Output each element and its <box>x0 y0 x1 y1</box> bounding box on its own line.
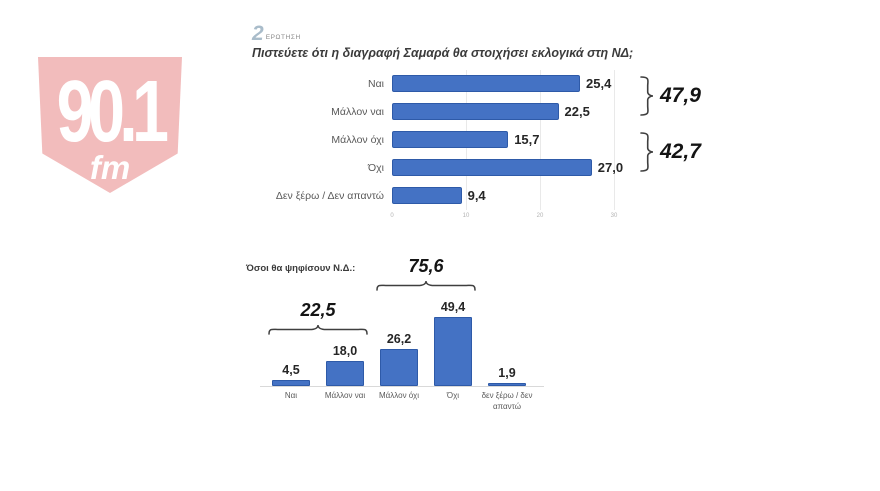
bar <box>392 131 509 148</box>
category-label: δεν ξέρω / δεν απαντώ <box>481 391 533 411</box>
category-label: Δεν ξέρω / Δεν απαντώ <box>275 190 384 202</box>
category-label: Ναι <box>368 78 384 90</box>
chart-gridline <box>540 70 541 210</box>
bar <box>434 316 472 386</box>
brace-icon <box>376 280 476 291</box>
bar <box>392 159 592 176</box>
chart-gridline <box>614 70 615 210</box>
group-total-label: 22,5 <box>300 299 336 320</box>
bar <box>392 103 559 120</box>
group-brace <box>268 322 368 340</box>
group-total-label: 47,9 <box>660 84 701 107</box>
x-axis-line <box>260 386 544 387</box>
radio-logo-band: fm <box>89 149 131 186</box>
group-brace <box>376 278 476 296</box>
category-label: Μάλλον ναι <box>331 106 384 118</box>
question-number-badge: 2 ΕΡΩΤΗΣΗ <box>252 22 301 44</box>
question-chart-title: Πιστεύετε ότι η διαγραφή Σαμαρά θα στοιχ… <box>252 46 634 60</box>
bar <box>272 379 310 386</box>
category-label: Μάλλον ναι <box>324 391 366 400</box>
nd-voters-chart-title: Όσοι θα ψηφίσουν Ν.Δ.: <box>246 263 356 274</box>
brace-icon <box>640 76 654 116</box>
brace-icon <box>268 324 368 335</box>
x-axis-tick-label: 20 <box>536 213 544 219</box>
radio-logo-frequency: 90.1 <box>56 62 169 160</box>
group-total-label: 42,7 <box>660 140 701 163</box>
x-axis-tick-label: 10 <box>462 213 470 219</box>
question-badge-label: ΕΡΩΤΗΣΗ <box>265 34 301 41</box>
category-label: Όχι <box>446 391 460 400</box>
bottom-chart-body: 4,5 Ναι 18,0 Μάλλον ναι 26,2 Μάλλον όχι 49,4 Όχ… <box>246 256 576 436</box>
bar-value-label: 15,7 <box>514 132 540 147</box>
bar-value-label: 22,5 <box>564 104 590 119</box>
category-label: Μάλλον όχι <box>378 391 420 400</box>
x-axis-tick-label: 0 <box>390 213 394 219</box>
radio-logo-badge: 90.1 fm <box>38 57 182 193</box>
group-brace <box>640 132 654 177</box>
bar <box>488 383 526 386</box>
bar-value-label: 49,4 <box>440 299 466 314</box>
category-label: Όχι <box>368 162 384 174</box>
brace-icon <box>640 132 654 172</box>
bar-value-label: 18,0 <box>332 343 358 358</box>
x-axis-tick-label: 30 <box>610 213 618 219</box>
group-total-label: 75,6 <box>408 255 444 276</box>
category-label: Ναι <box>284 391 298 400</box>
bar-value-label: 4,5 <box>282 362 300 377</box>
top-chart-body: 0 10 20 30 Ναι 25,4 Μάλλον ναι 22,5 Μάλλον όχι 15… <box>252 70 832 230</box>
bar-value-label: 26,2 <box>386 332 412 347</box>
question-chart: 2 ΕΡΩΤΗΣΗ Πιστεύετε ότι η διαγραφή Σαμαρ… <box>252 22 832 234</box>
bar <box>392 75 580 92</box>
bar <box>326 360 364 386</box>
nd-voters-chart: Όσοι θα ψηφίσουν Ν.Δ.: 4,5 Ναι 18,0 Μάλλον … <box>246 256 576 436</box>
bar <box>380 349 418 386</box>
bar-value-label: 1,9 <box>498 366 516 381</box>
question-number: 2 <box>252 22 264 45</box>
category-label: Μάλλον όχι <box>331 134 384 146</box>
bar-value-label: 27,0 <box>597 160 624 175</box>
group-brace <box>640 76 654 121</box>
bar-value-label: 9,4 <box>467 188 486 203</box>
bar <box>392 187 462 204</box>
bar-value-label: 25,4 <box>586 76 612 91</box>
